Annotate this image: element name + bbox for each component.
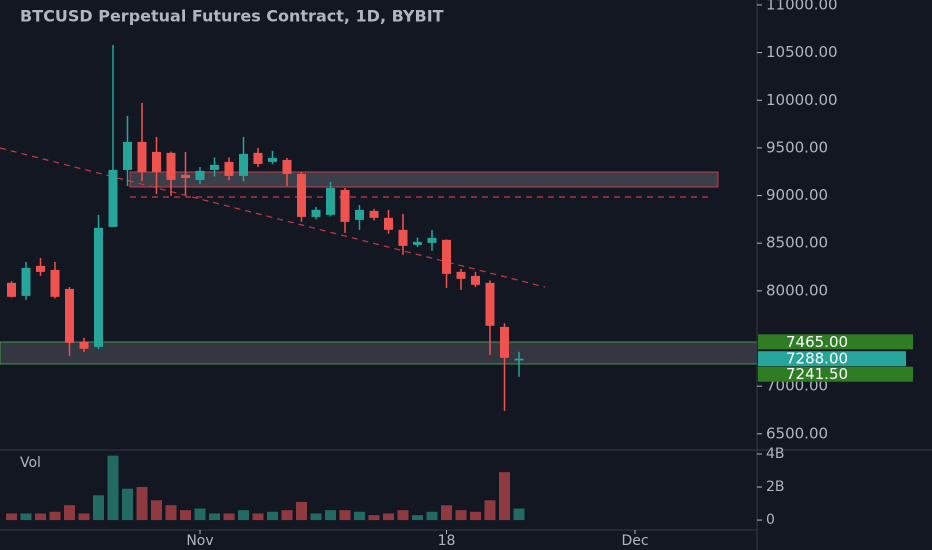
volume-bar <box>78 513 90 521</box>
volume-bar <box>484 500 496 521</box>
candle-body <box>500 326 509 358</box>
y-tick-label: 8500.00 <box>766 234 828 252</box>
volume-bar <box>455 510 467 521</box>
candle-body <box>456 271 466 279</box>
trend-line <box>0 147 546 288</box>
candle-body <box>195 170 205 180</box>
x-tick-label: Nov <box>186 533 213 549</box>
candle-body <box>311 209 321 217</box>
volume-bar <box>20 513 32 521</box>
volume-bar <box>383 513 394 521</box>
volume-bar <box>252 513 264 521</box>
x-tick-label: Dec <box>621 533 648 549</box>
candle-body <box>413 241 422 245</box>
volume-bar <box>470 511 481 521</box>
volume-bar <box>35 513 46 521</box>
candle-body <box>514 358 524 361</box>
volume-bar <box>122 488 133 521</box>
y-tick-label: 9500.00 <box>766 138 828 156</box>
chart-title: BTCUSD Perpetual Futures Contract, 1D, B… <box>20 7 444 26</box>
candle-body <box>152 151 161 172</box>
volume-tick-label: 2B <box>766 479 785 495</box>
volume-bar <box>180 510 191 521</box>
volume-bar <box>513 508 525 521</box>
candle-body <box>108 169 118 227</box>
volume-bar <box>267 511 278 521</box>
price-tag <box>758 351 906 367</box>
y-tick-label: 9000.00 <box>766 186 828 204</box>
candle-body <box>210 164 219 170</box>
volume-bar <box>64 505 75 521</box>
candle-body <box>79 341 89 349</box>
volume-bar <box>6 513 17 521</box>
volume-bar <box>397 510 409 521</box>
candle-body <box>282 159 292 174</box>
volume-bar <box>223 513 235 521</box>
candle-body <box>340 189 350 222</box>
volume-bar <box>151 500 162 521</box>
candle-body <box>65 288 74 343</box>
candle-body <box>253 152 263 164</box>
volume-bar <box>412 515 423 521</box>
volume-bar <box>194 508 206 521</box>
candle-body <box>427 237 437 243</box>
volume-bar <box>281 510 293 521</box>
y-tick-label: 8000.00 <box>766 281 828 299</box>
y-tick-label: 10000.00 <box>766 91 838 109</box>
candle-body <box>442 239 451 274</box>
candle-body <box>384 217 393 230</box>
candle-body <box>7 282 16 297</box>
candle-body <box>297 173 306 217</box>
candle-body <box>21 267 31 296</box>
volume-bar <box>165 505 177 521</box>
volume-bar <box>93 495 104 521</box>
volume-bar <box>426 511 438 521</box>
candle-body <box>137 141 147 172</box>
y-tick-label: 10500.00 <box>766 43 838 61</box>
volume-bar <box>296 501 307 521</box>
y-tick-label: 11000.00 <box>766 0 838 13</box>
volume-bar <box>441 505 452 521</box>
candle-body <box>36 265 45 272</box>
volume-bar <box>136 487 148 521</box>
volume-bar <box>310 513 322 521</box>
volume-label: Vol <box>20 455 41 471</box>
volume-bar <box>238 510 249 521</box>
candle-body <box>326 187 335 215</box>
candle-body <box>94 227 103 347</box>
price-tag <box>758 334 913 350</box>
candle-body <box>239 153 248 176</box>
price-tag-label: 7465.00 <box>786 333 848 351</box>
candle-body <box>355 209 364 220</box>
candle-body <box>471 275 480 285</box>
candle-body <box>50 269 60 297</box>
volume-bar <box>368 515 380 521</box>
candle-body <box>268 157 277 162</box>
price-tag-label: 7241.50 <box>786 365 848 383</box>
candle-body <box>224 161 234 176</box>
volume-bar <box>107 455 119 521</box>
candle-body <box>166 152 176 180</box>
volume-tick-label: 4B <box>766 446 785 462</box>
candle-body <box>398 229 408 246</box>
volume-bar <box>354 511 365 521</box>
candle-body <box>485 282 495 326</box>
price-tag <box>758 366 913 382</box>
candle-body <box>181 174 190 178</box>
volume-bar <box>49 511 61 521</box>
candle-body <box>369 210 379 218</box>
resistance-zone <box>129 171 719 188</box>
price-tag-label: 7288.00 <box>786 350 848 368</box>
volume-bar <box>499 472 510 521</box>
volume-bar <box>325 510 336 521</box>
support-zone <box>0 341 758 365</box>
volume-bar <box>209 513 220 521</box>
candle-body <box>123 141 132 170</box>
volume-tick-label: 0 <box>766 512 775 528</box>
x-tick-label: 18 <box>438 533 456 549</box>
y-tick-label: 6500.00 <box>766 424 828 442</box>
volume-bar <box>339 510 351 521</box>
